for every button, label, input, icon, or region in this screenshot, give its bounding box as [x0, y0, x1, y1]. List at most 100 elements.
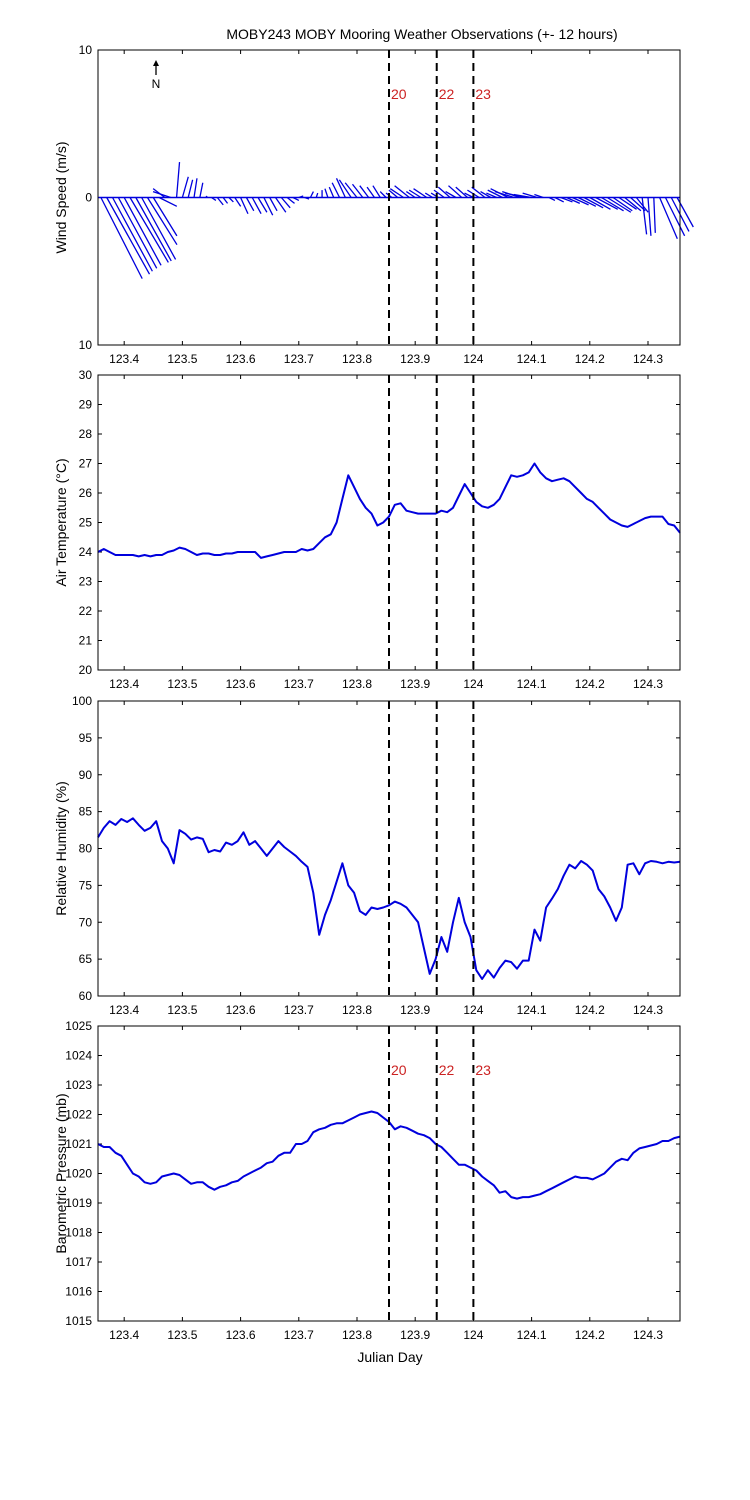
x-tick-label: 123.9 — [400, 1328, 430, 1342]
wind-vector — [388, 189, 399, 198]
wind-vector — [486, 192, 497, 199]
panel-air-temperature: Air Temperature (°C) 20 21 22 23 24 25 26 27 28 29… — [53, 368, 681, 691]
wind-vector — [344, 182, 358, 198]
y-tick-label: 75 — [79, 878, 93, 892]
wind-vector — [117, 197, 158, 269]
wind-vector — [257, 197, 268, 213]
y-tick-label: 1021 — [65, 1137, 92, 1151]
wind-vector — [664, 197, 686, 237]
wind-vector — [193, 178, 198, 198]
wind-vector — [601, 196, 624, 212]
wind-vector — [424, 192, 433, 199]
wind-vector — [641, 197, 648, 235]
wind-vector — [577, 196, 597, 207]
wind-vector — [647, 197, 652, 236]
event-label: 20 — [391, 1062, 407, 1078]
panel-relative-humidity: Relative Humidity (%) 60 65 70 75 80 85 90 95 100… — [53, 694, 681, 1017]
x-axis-label: Julian Day — [357, 1349, 422, 1365]
wind-vector — [494, 190, 515, 199]
wind-vector — [548, 196, 556, 202]
wind-vector — [464, 192, 474, 199]
wind-vector — [239, 197, 249, 214]
wind-vector — [298, 195, 304, 199]
y-tick-label: 0 — [85, 191, 92, 205]
figure-title: MOBY243 MOBY Mooring Weather Observation… — [226, 26, 617, 42]
x-tick-label: 124.3 — [633, 1003, 663, 1017]
wind-vector — [175, 162, 181, 198]
wind-vector — [129, 197, 169, 263]
y-axis-label: Barometric Pressure (mb) — [53, 1093, 69, 1253]
wind-vector — [199, 182, 204, 198]
y-tick-label: 26 — [79, 486, 93, 500]
y-tick-label: 1020 — [65, 1167, 92, 1181]
north-label: N — [152, 77, 161, 91]
wind-vector — [408, 189, 422, 199]
x-tick-label: 123.8 — [342, 677, 372, 691]
y-tick-label: 24 — [79, 545, 93, 559]
x-tick-label: 124 — [463, 677, 483, 691]
y-tick-label: 21 — [79, 634, 93, 648]
plot-frame — [97, 700, 681, 997]
wind-vector — [100, 197, 143, 279]
event-label: 23 — [475, 86, 491, 102]
wind-vector — [152, 190, 171, 199]
wind-vector — [455, 186, 468, 198]
wind-vector — [589, 196, 611, 210]
wind-vector — [612, 196, 633, 212]
wind-vector — [315, 192, 319, 198]
x-tick-label: 123.4 — [109, 352, 139, 366]
wind-vector — [566, 196, 581, 204]
wind-vector — [522, 192, 538, 199]
y-tick-label: 1022 — [65, 1108, 92, 1122]
y-tick-label: 1017 — [65, 1255, 92, 1269]
y-tick-label: 1019 — [65, 1196, 92, 1210]
wind-vector — [328, 186, 335, 198]
x-tick-label: 124.1 — [517, 1328, 547, 1342]
wind-vector — [304, 196, 310, 200]
north-arrow-head-icon — [153, 60, 159, 66]
wind-vector — [583, 196, 604, 209]
y-axis-label: Air Temperature (°C) — [53, 458, 69, 586]
x-tick-label: 124.2 — [575, 1003, 605, 1017]
y-tick-label: 10 — [79, 338, 93, 352]
wind-vector — [433, 189, 445, 199]
x-tick-label: 123.7 — [284, 352, 314, 366]
y-tick-label: 90 — [79, 768, 93, 782]
event-label: 23 — [475, 1062, 491, 1078]
wind-vector — [437, 186, 451, 198]
x-tick-label: 124.2 — [575, 1328, 605, 1342]
y-tick-label: 1025 — [65, 1019, 92, 1033]
wind-vector — [269, 197, 278, 212]
wind-vector — [234, 197, 242, 207]
wind-vector — [351, 183, 364, 198]
y-tick-label: 1015 — [65, 1314, 92, 1328]
wind-vector — [123, 197, 162, 266]
y-axis-label: Relative Humidity (%) — [53, 781, 69, 916]
x-tick-label: 124.1 — [517, 677, 547, 691]
event-label: 22 — [439, 86, 455, 102]
wind-vector — [152, 197, 178, 237]
x-tick-label: 123.8 — [342, 352, 372, 366]
wind-vector — [389, 188, 404, 199]
x-tick-label: 123.6 — [226, 1003, 256, 1017]
y-tick-label: 29 — [79, 398, 93, 412]
event-label: 20 — [391, 86, 407, 102]
x-tick-label: 123.9 — [400, 1003, 430, 1017]
wind-vector — [187, 179, 194, 198]
wind-vector — [448, 185, 463, 198]
wind-vector — [216, 197, 224, 206]
wind-vector — [630, 197, 646, 212]
wind-vector — [222, 197, 229, 204]
x-tick-label: 123.5 — [167, 1328, 197, 1342]
x-tick-label: 123.8 — [342, 1328, 372, 1342]
y-tick-label: 100 — [72, 694, 92, 708]
series-line-relative-humidity — [97, 817, 681, 980]
y-tick-label: 1016 — [65, 1285, 92, 1299]
wind-vector — [534, 193, 544, 199]
wind-vector — [560, 196, 573, 203]
wind-vector — [413, 188, 428, 199]
wind-vector — [480, 191, 492, 199]
wind-vector — [379, 191, 387, 198]
